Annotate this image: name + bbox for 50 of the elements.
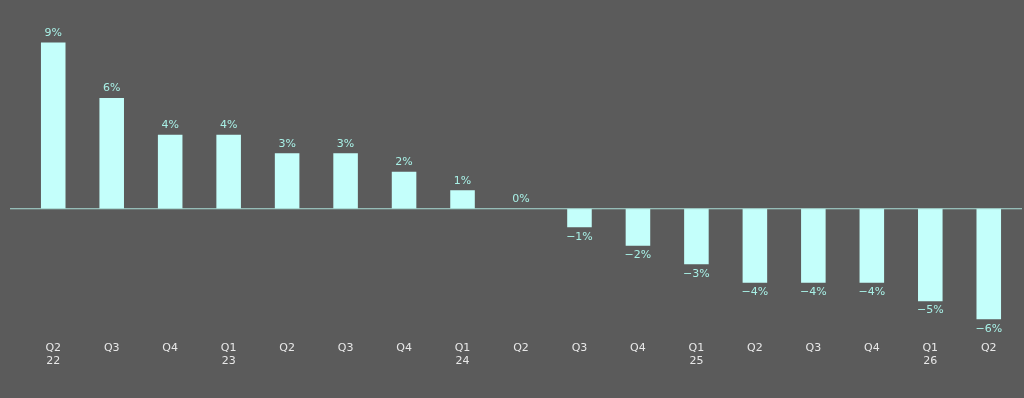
data-label: −6% xyxy=(975,321,1003,335)
x-tick-label: Q1 25 xyxy=(688,341,705,368)
bar xyxy=(274,153,300,209)
data-label: 1% xyxy=(453,173,472,187)
x-tick-label: Q4 xyxy=(396,341,412,355)
data-label: −1% xyxy=(566,229,593,243)
bar xyxy=(216,134,241,209)
data-label: 9% xyxy=(44,25,62,39)
x-tick-label: Q2 xyxy=(513,341,529,355)
data-label: 0% xyxy=(512,192,530,206)
data-label: −3% xyxy=(683,266,710,280)
bar xyxy=(976,208,1002,320)
data-label: −4% xyxy=(800,285,827,299)
data-label: −4% xyxy=(858,285,886,299)
x-tick-label: Q2 22 xyxy=(45,341,62,368)
data-label: 4% xyxy=(161,118,179,132)
bar xyxy=(157,134,183,209)
data-label: 2% xyxy=(395,155,413,169)
bar xyxy=(333,153,358,209)
x-tick-label: Q3 xyxy=(337,341,354,355)
x-tick-label: Q4 xyxy=(630,341,646,355)
x-tick-label: Q3 xyxy=(571,341,588,355)
x-tick-label: Q1 24 xyxy=(454,341,471,368)
bar xyxy=(99,97,124,209)
bar xyxy=(567,208,592,228)
x-tick-label: Q2 xyxy=(279,341,295,355)
x-tick-label: Q3 xyxy=(805,341,822,355)
data-label: 3% xyxy=(336,136,355,150)
bar xyxy=(391,171,417,209)
data-label: 6% xyxy=(102,81,121,95)
bar xyxy=(859,208,885,283)
bar xyxy=(918,208,943,302)
x-tick-label: Q2 xyxy=(980,341,997,355)
bar xyxy=(801,208,826,283)
x-tick-label: Q2 xyxy=(747,341,763,355)
x-tick-label: Q4 xyxy=(863,341,880,355)
x-tick-label: Q4 xyxy=(162,341,179,355)
data-label: −4% xyxy=(741,285,769,299)
bar xyxy=(742,208,768,283)
data-label: 3% xyxy=(278,136,296,150)
x-tick-label: Q1 23 xyxy=(220,341,237,368)
x-tick-label: Q3 xyxy=(103,341,120,355)
bar xyxy=(450,190,475,209)
data-label: 4% xyxy=(219,118,238,132)
bar xyxy=(40,42,66,209)
bar xyxy=(684,208,709,265)
data-label: −5% xyxy=(916,303,944,317)
data-label: −2% xyxy=(624,248,652,262)
bar xyxy=(625,208,651,246)
x-tick-label: Q1 26 xyxy=(922,341,939,368)
